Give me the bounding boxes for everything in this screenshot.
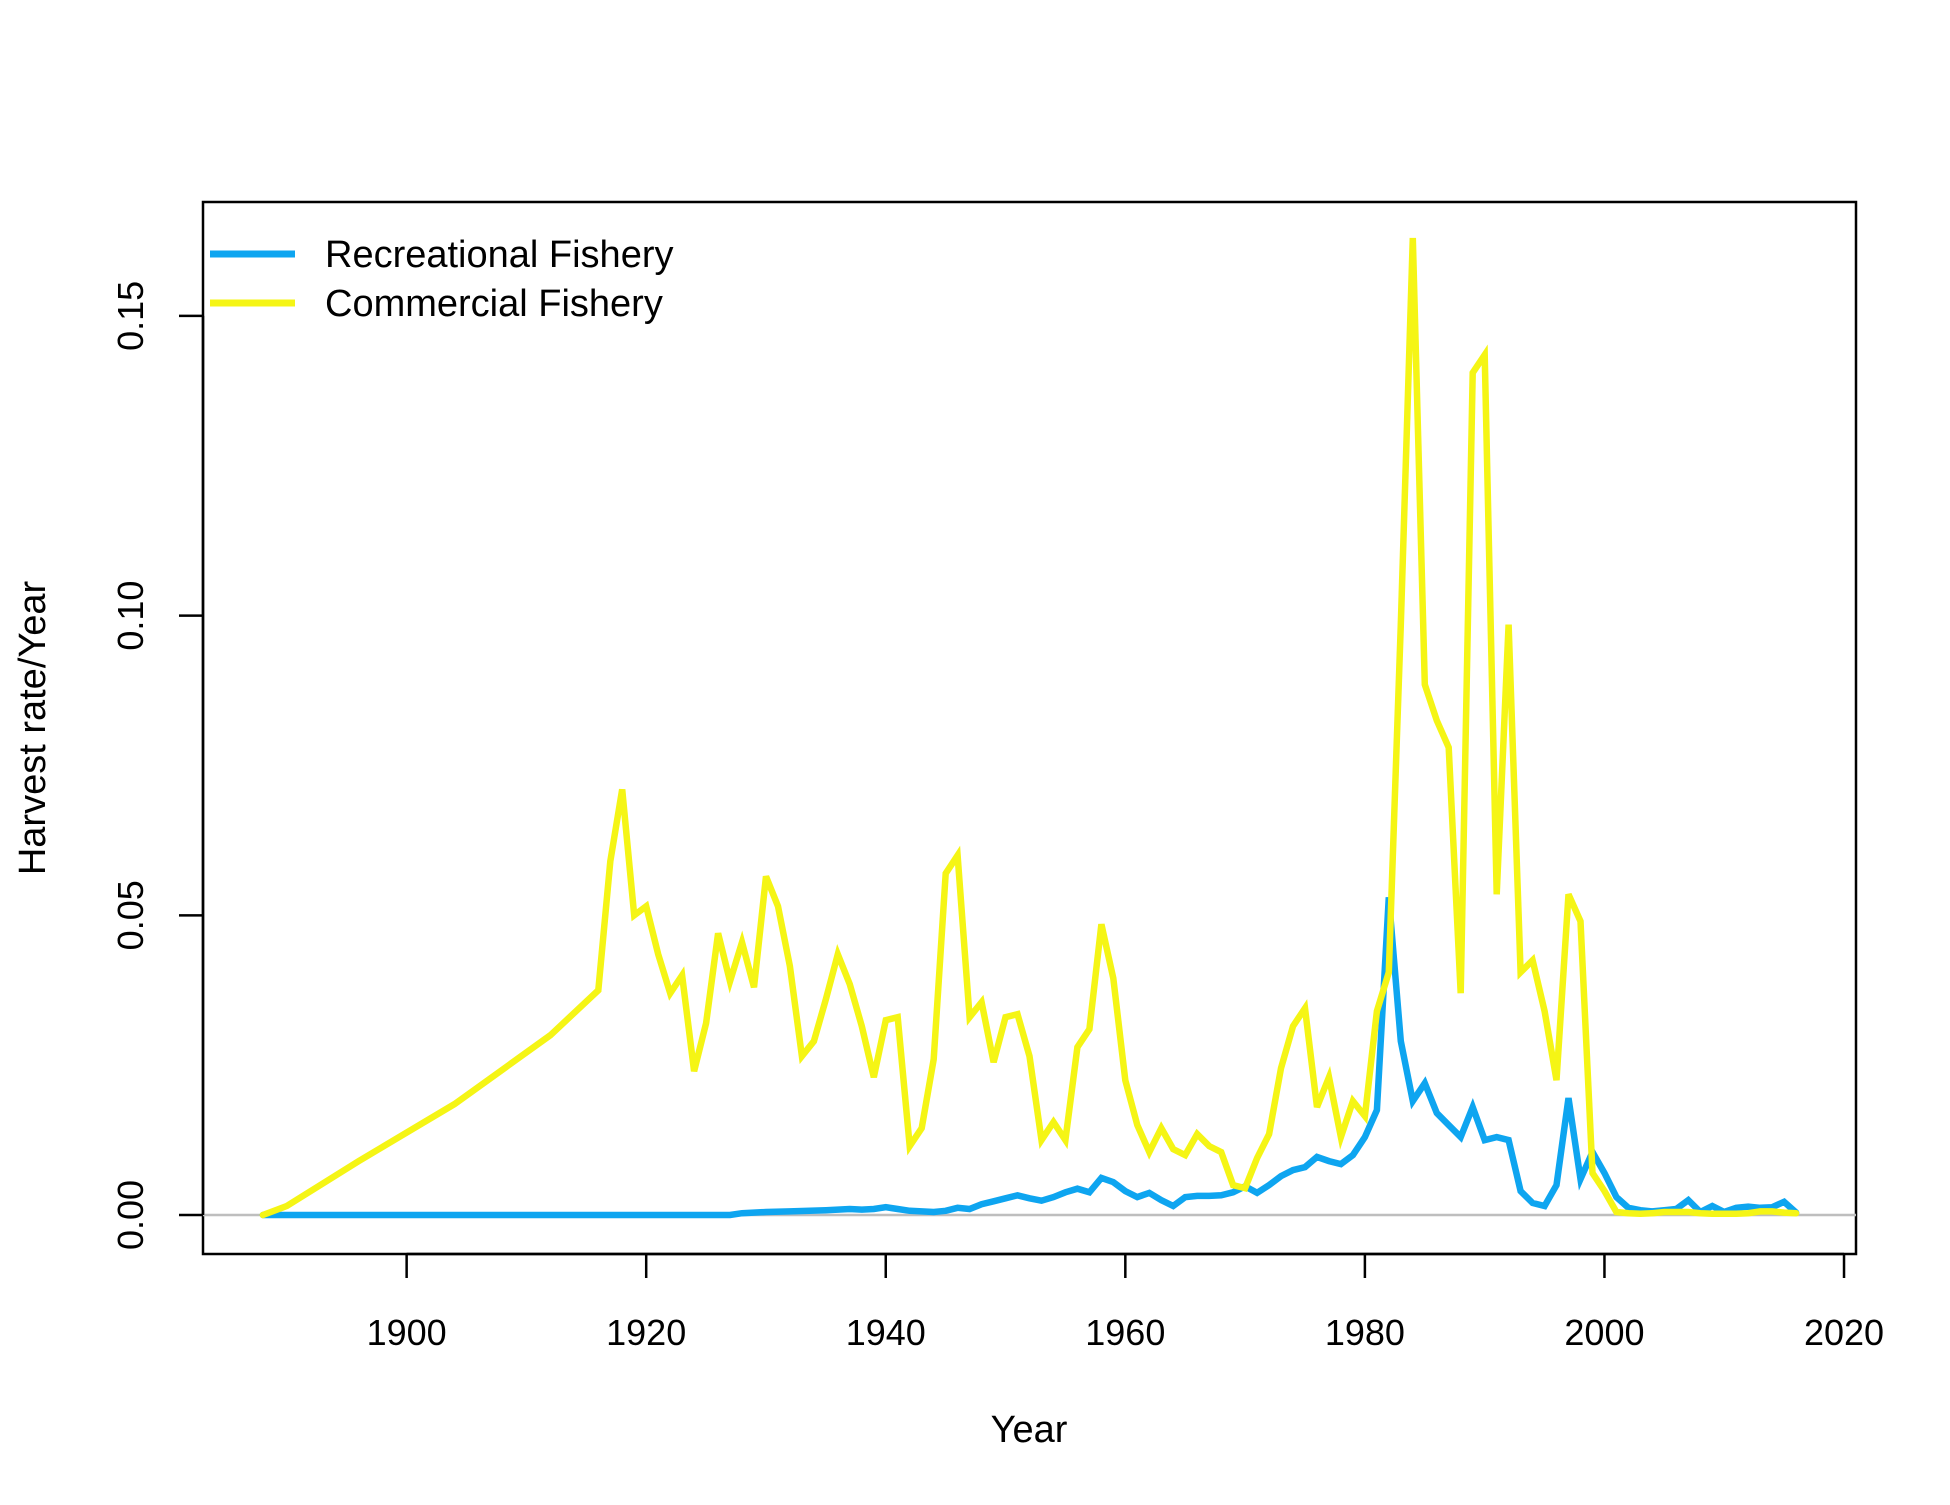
x-axis: 1900 1920 1940 1960 1980 2000 2020 (367, 1252, 1884, 1353)
y-tick-label: 0.00 (110, 1180, 151, 1250)
legend-label-commercial-fishery: Commercial Fishery (325, 283, 663, 325)
x-tick-label: 2020 (1804, 1312, 1884, 1353)
series-line-recreational-fishery (259, 897, 1800, 1219)
y-tick-label: 0.15 (110, 281, 151, 351)
x-tick-label: 2000 (1564, 1312, 1644, 1353)
legend: Recreational Fishery Commercial Fishery (210, 234, 673, 325)
series-group (259, 237, 1800, 1219)
plot-frame (201, 200, 1858, 1256)
legend-label-recreational-fishery: Recreational Fishery (325, 234, 673, 276)
x-tick-label: 1960 (1085, 1312, 1165, 1353)
y-tick-label: 0.10 (110, 581, 151, 651)
series-line-commercial-fishery (259, 237, 1800, 1219)
x-tick-label: 1900 (367, 1312, 447, 1353)
x-axis-title: Year (991, 1409, 1068, 1451)
y-axis: 0.00 0.05 0.10 0.15 (110, 281, 205, 1250)
x-tick-label: 1980 (1325, 1312, 1405, 1353)
y-axis-title: Harvest rate/Year (12, 581, 54, 876)
x-tick-label: 1940 (846, 1312, 926, 1353)
x-tick-label: 1920 (606, 1312, 686, 1353)
y-tick-label: 0.05 (110, 880, 151, 950)
